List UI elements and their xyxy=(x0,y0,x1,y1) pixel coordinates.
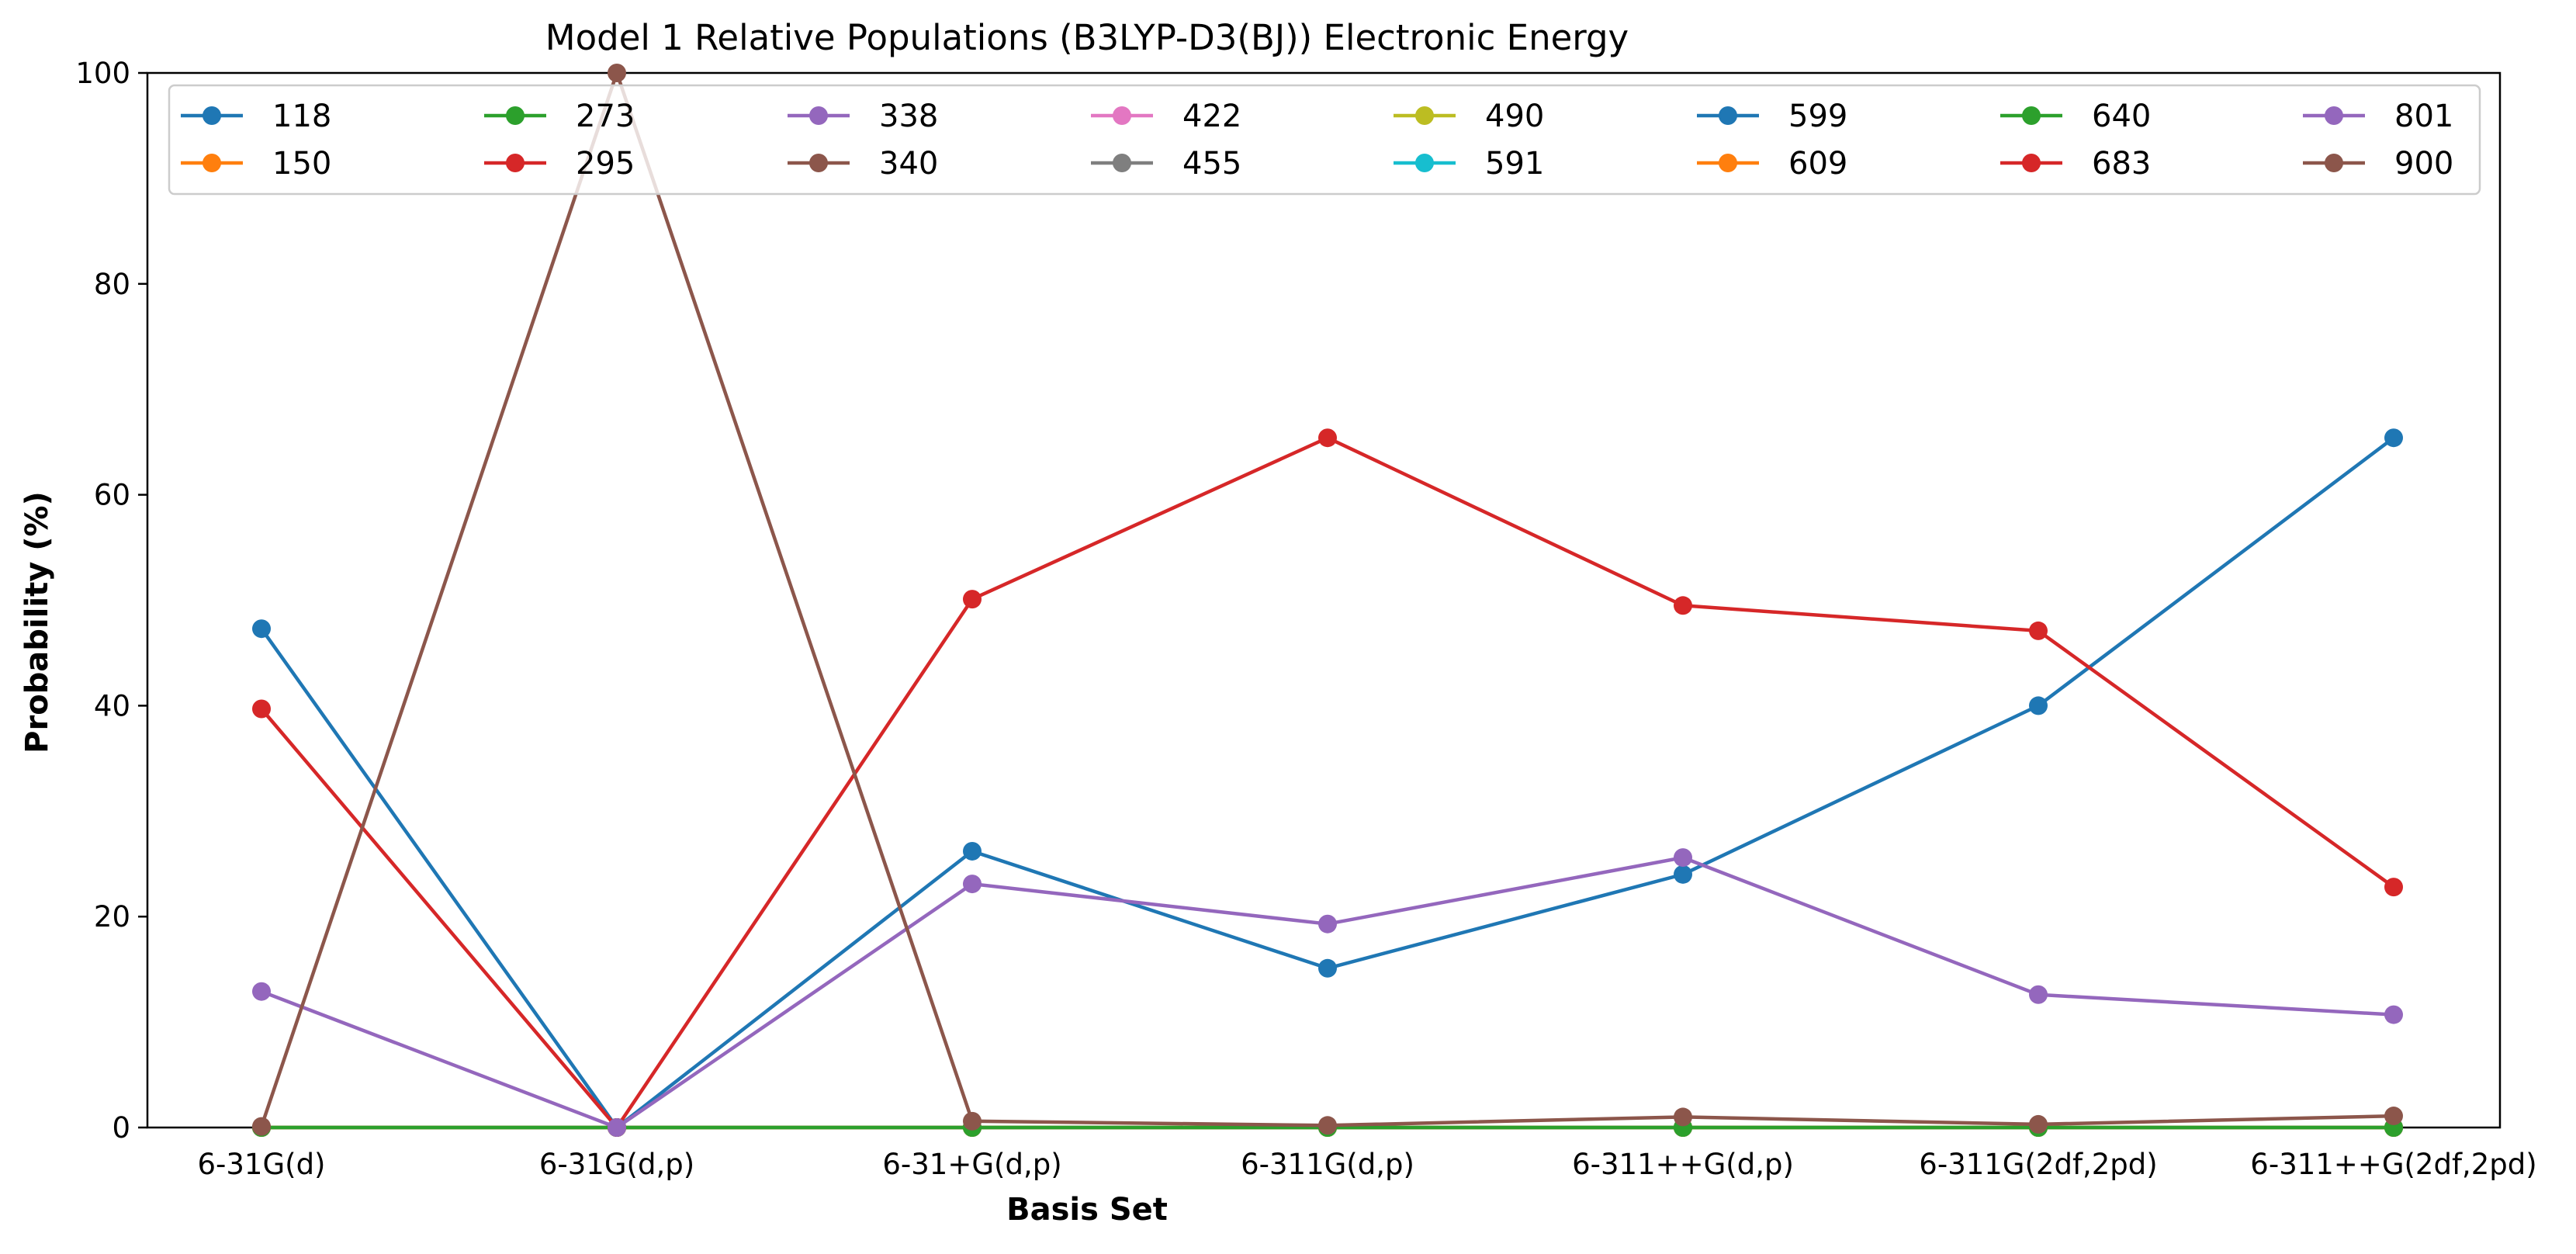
data-point-683 xyxy=(252,699,271,719)
legend-label: 118 xyxy=(272,99,331,134)
y-tick-label: 60 xyxy=(94,479,130,512)
legend-marker xyxy=(1415,154,1434,172)
legend-item-591: 591 xyxy=(1394,146,1544,182)
data-point-801 xyxy=(1318,914,1337,934)
data-point-900 xyxy=(252,1117,271,1136)
data-point-900 xyxy=(963,1111,982,1131)
data-point-599 xyxy=(2384,428,2403,448)
legend-marker xyxy=(1113,154,1131,172)
legend-marker xyxy=(809,154,828,172)
data-point-801 xyxy=(252,982,271,1001)
data-point-683 xyxy=(963,590,982,609)
legend-item-609: 609 xyxy=(1697,146,1847,182)
x-tick-label: 6-311G(2df,2pd) xyxy=(1919,1148,2157,1181)
data-point-801 xyxy=(963,875,982,894)
data-point-599 xyxy=(252,619,271,639)
legend-label: 338 xyxy=(879,99,938,134)
data-point-599 xyxy=(1674,864,1692,884)
data-point-900 xyxy=(2384,1107,2403,1126)
plot-area xyxy=(252,64,2403,1137)
legend-label: 490 xyxy=(1485,99,1544,134)
legend-label: 455 xyxy=(1182,146,1241,182)
legend-item-900: 900 xyxy=(2303,146,2453,182)
legend-label: 900 xyxy=(2394,146,2453,182)
legend-label: 340 xyxy=(879,146,938,182)
legend-marker xyxy=(203,154,221,172)
y-tick-label: 20 xyxy=(94,900,130,934)
legend-item-295: 295 xyxy=(484,146,635,182)
legend-marker xyxy=(1719,154,1737,172)
x-axis-label: Basis Set xyxy=(1006,1192,1168,1228)
legend-item-150: 150 xyxy=(181,146,331,182)
y-tick-label: 100 xyxy=(75,57,130,90)
legend-item-455: 455 xyxy=(1091,146,1241,182)
legend-label: 609 xyxy=(1788,146,1847,182)
legend-item-490: 490 xyxy=(1394,99,1544,134)
x-tick-label: 6-311++G(d,p) xyxy=(1572,1148,1794,1181)
data-point-599 xyxy=(963,841,982,861)
legend-marker xyxy=(2325,154,2343,172)
legend: 118 150 273 295 338 340 422 455 490 591 599 609 640 6… xyxy=(168,84,2481,196)
legend-label: 599 xyxy=(1788,99,1847,134)
x-tick-label: 6-311G(d,p) xyxy=(1241,1148,1414,1181)
series-line-599 xyxy=(260,436,2395,1130)
x-tick-label: 6-31+G(d,p) xyxy=(882,1148,1061,1181)
legend-marker xyxy=(2022,106,2041,125)
legend-item-340: 340 xyxy=(788,146,938,182)
legend-item-801: 801 xyxy=(2303,99,2453,134)
data-point-801 xyxy=(608,1118,626,1137)
data-point-599 xyxy=(2029,696,2048,715)
data-point-900 xyxy=(1318,1116,1337,1135)
legend-marker xyxy=(1113,106,1131,125)
legend-marker xyxy=(2325,106,2343,125)
legend-item-599: 599 xyxy=(1697,99,1847,134)
chart-title: Model 1 Relative Populations (B3LYP-D3(B… xyxy=(545,17,1629,58)
data-point-683 xyxy=(1674,596,1692,615)
data-point-900 xyxy=(2029,1114,2048,1134)
data-point-801 xyxy=(2029,985,2048,1004)
legend-item-338: 338 xyxy=(788,99,938,134)
data-point-900 xyxy=(608,64,626,82)
legend-item-640: 640 xyxy=(2000,99,2151,134)
legend-item-422: 422 xyxy=(1091,99,1241,134)
x-tick-label: 6-31G(d,p) xyxy=(539,1148,694,1181)
legend-marker xyxy=(1415,106,1434,125)
legend-label: 273 xyxy=(576,99,635,134)
legend-label: 640 xyxy=(2092,99,2151,134)
legend-label: 295 xyxy=(576,146,635,182)
data-point-683 xyxy=(2029,621,2048,640)
legend-label: 801 xyxy=(2394,99,2453,134)
legend-marker xyxy=(203,106,221,125)
series-line-683 xyxy=(260,435,2395,1130)
data-point-683 xyxy=(1318,428,1337,448)
legend-label: 150 xyxy=(272,146,331,182)
y-tick-label: 80 xyxy=(94,268,130,301)
legend-item-118: 118 xyxy=(181,99,331,134)
legend-marker xyxy=(809,106,828,125)
legend-item-683: 683 xyxy=(2000,146,2151,182)
legend-label: 683 xyxy=(2092,146,2151,182)
legend-marker xyxy=(2022,154,2041,172)
legend-box xyxy=(168,84,2481,196)
legend-label: 591 xyxy=(1485,146,1544,182)
y-tick-label: 0 xyxy=(112,1111,130,1145)
x-tick-label: 6-311++G(2df,2pd) xyxy=(2250,1148,2536,1181)
legend-marker xyxy=(1719,106,1737,125)
legend-marker xyxy=(506,106,525,125)
y-axis-label: Probability (%) xyxy=(19,491,55,753)
data-point-801 xyxy=(1674,848,1692,868)
legend-item-273: 273 xyxy=(484,99,635,134)
legend-label: 422 xyxy=(1182,99,1241,134)
legend-marker xyxy=(506,154,525,172)
data-point-683 xyxy=(2384,878,2403,897)
data-point-801 xyxy=(2384,1005,2403,1024)
x-tick-label: 6-31G(d) xyxy=(197,1148,325,1181)
y-tick-label: 40 xyxy=(94,689,130,722)
data-point-599 xyxy=(1318,958,1337,978)
data-point-900 xyxy=(1674,1107,1692,1127)
